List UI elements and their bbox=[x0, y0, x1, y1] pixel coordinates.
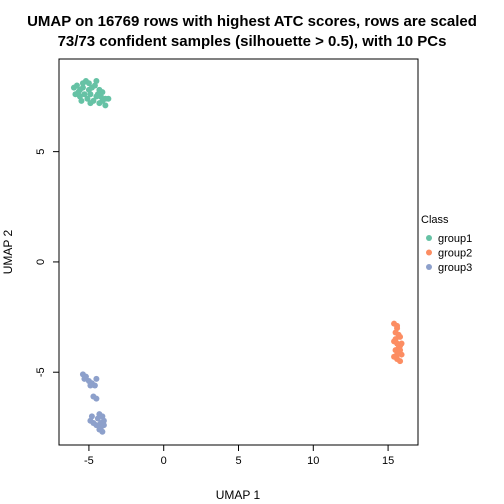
chart-title-line-2: 73/73 confident samples (silhouette > 0.… bbox=[58, 33, 447, 50]
x-tick-label: 0 bbox=[161, 455, 167, 467]
legend-marker-group2 bbox=[426, 249, 432, 256]
legend-marker-group3 bbox=[426, 264, 432, 270]
legend-entries: group1 group2 group3 bbox=[426, 233, 472, 274]
group2-point bbox=[392, 336, 399, 343]
group1-point bbox=[78, 97, 85, 104]
plot-frame bbox=[58, 58, 419, 446]
x-axis-label: UMAP 1 bbox=[216, 488, 261, 502]
legend-label-group3: group3 bbox=[438, 262, 472, 274]
group1-point bbox=[79, 84, 86, 91]
group3-point bbox=[91, 382, 98, 389]
group2-point bbox=[394, 325, 401, 332]
x-tick-label: 5 bbox=[235, 455, 241, 467]
group2-point bbox=[394, 351, 401, 358]
chart-title-line-1: UMAP on 16769 rows with highest ATC scor… bbox=[27, 13, 477, 30]
y-axis-label: UMAP 2 bbox=[1, 229, 15, 274]
group1-point bbox=[85, 86, 92, 93]
group3-point bbox=[97, 424, 104, 431]
group1-point bbox=[87, 100, 94, 107]
group2-point bbox=[397, 347, 404, 354]
group1-point bbox=[105, 95, 112, 102]
y-tick-label: 5 bbox=[35, 149, 47, 155]
x-axis: -5 0 5 10 15 bbox=[84, 444, 394, 467]
group1-point bbox=[84, 95, 91, 102]
group1-point bbox=[81, 91, 88, 98]
x-tick-label: -5 bbox=[84, 455, 94, 467]
group3-point bbox=[94, 415, 101, 422]
group1-point bbox=[85, 80, 92, 87]
y-tick-label: 0 bbox=[35, 259, 47, 265]
group3-point bbox=[93, 422, 100, 429]
group3-point bbox=[87, 382, 94, 389]
group3-point bbox=[88, 413, 95, 420]
group1-point bbox=[75, 89, 82, 96]
group1-point bbox=[97, 93, 104, 100]
data-points bbox=[70, 78, 405, 435]
y-tick-label: -5 bbox=[35, 367, 47, 377]
y-axis: -5 0 5 bbox=[35, 149, 60, 377]
legend-label-group2: group2 bbox=[438, 248, 472, 260]
group2-point bbox=[398, 340, 405, 347]
group3-point bbox=[81, 375, 88, 382]
legend-marker-group1 bbox=[426, 235, 432, 241]
group1-point bbox=[93, 78, 100, 85]
legend-label-group1: group1 bbox=[438, 233, 472, 245]
group2-point bbox=[397, 333, 404, 340]
group3-point bbox=[93, 375, 100, 382]
legend: Class group1 group2 group3 bbox=[421, 214, 472, 274]
group2-point bbox=[397, 358, 404, 365]
group1-point bbox=[102, 102, 109, 109]
group3-point bbox=[93, 395, 100, 402]
group1-point bbox=[73, 82, 80, 89]
x-tick-label: 15 bbox=[382, 455, 394, 467]
x-tick-label: 10 bbox=[307, 455, 319, 467]
legend-title: Class bbox=[421, 214, 449, 226]
